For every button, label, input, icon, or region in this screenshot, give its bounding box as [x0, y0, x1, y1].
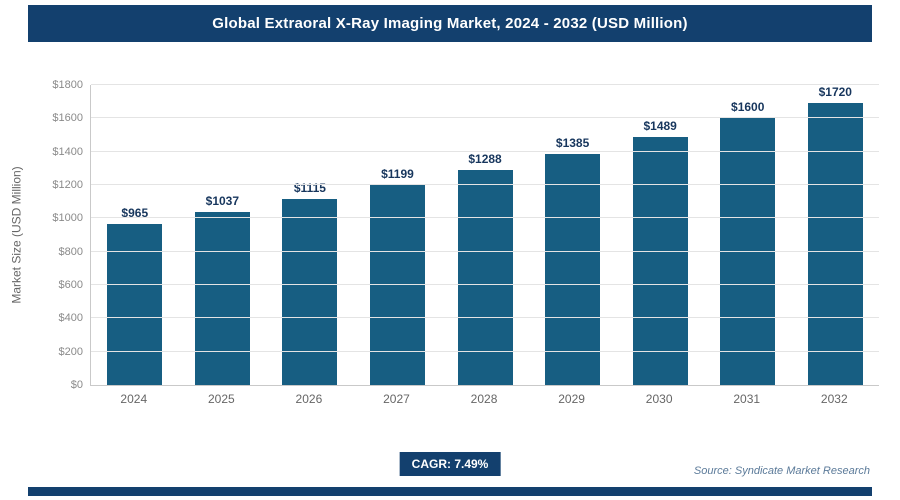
chart-title-bar: Global Extraoral X-Ray Imaging Market, 2… [28, 5, 872, 42]
gridline [91, 250, 879, 252]
bar-group-2028: $1288 [441, 85, 529, 385]
x-axis-label-2028: 2028 [470, 392, 498, 406]
gridline [91, 184, 879, 185]
y-axis-title: Market Size (USD Million) [8, 85, 26, 385]
bar-2026 [282, 199, 338, 385]
bar-2030 [632, 136, 688, 385]
gridline [91, 117, 879, 119]
gridline [91, 150, 879, 152]
bar-value-label: $1199 [381, 167, 414, 182]
bar-value-label: $965 [121, 206, 149, 221]
y-tick-label: $1800 [52, 79, 83, 91]
bar-2029 [545, 154, 601, 385]
bar-value-label: $1489 [643, 118, 677, 133]
bar-group-2032: $1720 [792, 85, 880, 385]
x-axis-label-2031: 2031 [733, 392, 761, 406]
bar-value-label: $1385 [555, 136, 590, 151]
bar-group-2026: $1115 [266, 85, 354, 385]
bar-value-label: $1037 [205, 194, 240, 209]
x-axis-label-2026: 2026 [295, 392, 323, 406]
bar-group-2024: $965 [91, 85, 179, 385]
footer-bar [28, 487, 872, 496]
x-axis-label-2032: 2032 [820, 392, 848, 406]
gridline [91, 217, 879, 219]
y-tick-label: $200 [58, 345, 83, 358]
x-axis-labels: 2024 2025 2026 2027 2028 2029 2030 2031 2032 [90, 392, 878, 406]
bar-2032 [807, 103, 863, 385]
y-tick-label: $1000 [52, 212, 83, 225]
bar-2024 [107, 224, 163, 385]
bar-2028 [457, 170, 513, 385]
y-tick-label: $0 [70, 379, 83, 391]
x-axis-label-2027: 2027 [383, 392, 410, 406]
gridline [91, 284, 879, 285]
gridline [91, 84, 879, 85]
y-tick-label: $1400 [52, 145, 83, 158]
x-axis-label-2024: 2024 [120, 392, 148, 406]
y-tick-label: $600 [58, 279, 83, 292]
cagr-badge: CAGR: 7.49% [399, 452, 501, 476]
gridline [91, 317, 879, 319]
y-tick-label: $400 [58, 312, 83, 325]
bar-2025 [194, 212, 250, 385]
gridline [91, 350, 879, 352]
bar-group-2029: $1385 [529, 85, 617, 385]
x-axis-label-2025: 2025 [207, 392, 235, 406]
y-tick-label: $1200 [52, 179, 83, 192]
bar-value-label: $1288 [468, 152, 502, 167]
bar-2027 [369, 185, 425, 385]
y-axis-title-text: Market Size (USD Million) [10, 166, 25, 304]
plot-area: $965 $1037 $1115 $1199 $1288 $1385 $1489 $1600 $… [52, 79, 879, 391]
y-tick-label: $800 [58, 245, 83, 258]
source-text: Source: Syndicate Market Research [693, 465, 870, 477]
bars-row: $965 $1037 $1115 $1199 $1288 $1385 $1489 $1600 $… [91, 85, 879, 385]
x-axis-label-2029: 2029 [558, 392, 585, 406]
y-tick-label: $1600 [52, 112, 83, 125]
bar-group-2030: $1489 [616, 85, 704, 385]
bar-value-label: $1600 [731, 100, 765, 115]
bar-group-2027: $1199 [354, 85, 442, 385]
bar-group-2025: $1037 [179, 85, 267, 385]
bar-2031 [720, 118, 776, 385]
bar-value-label: $1720 [818, 85, 852, 99]
bar-group-2031: $1600 [704, 85, 792, 385]
x-axis-label-2030: 2030 [645, 392, 673, 406]
chart-title: Global Extraoral X-Ray Imaging Market, 2… [212, 15, 688, 32]
